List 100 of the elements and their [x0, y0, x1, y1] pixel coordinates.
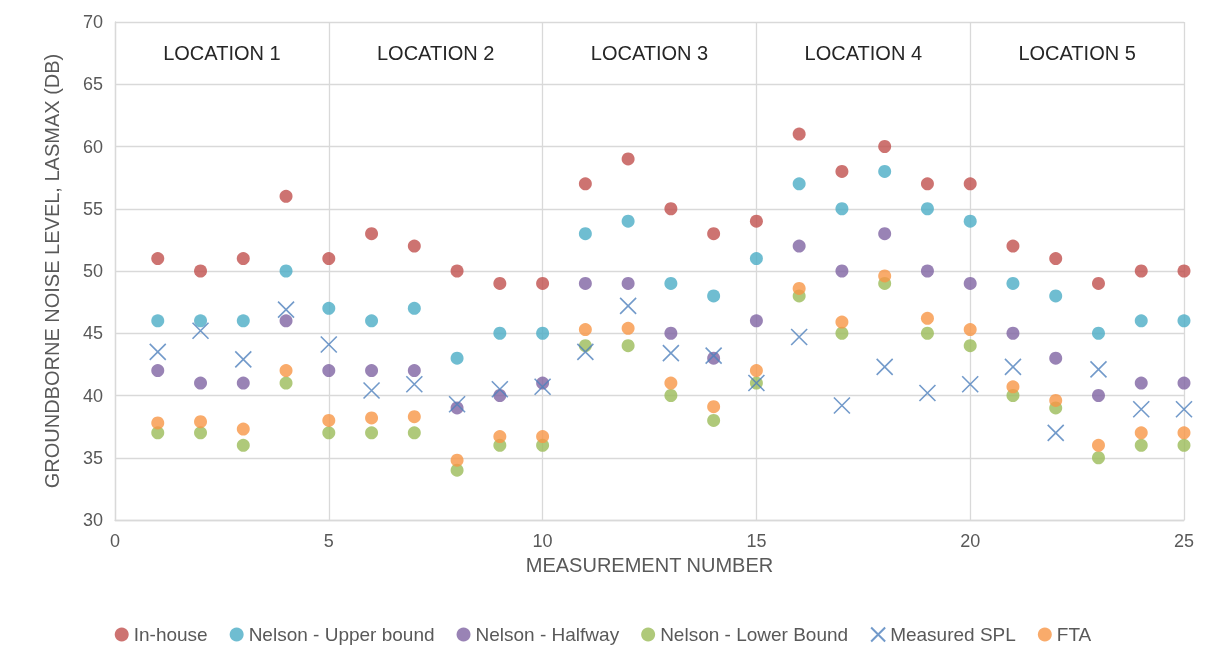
point — [365, 411, 379, 425]
y-axis-title: GROUNDBORNE NOISE LEVEL, LASMAX (DB) — [41, 53, 63, 489]
point — [407, 364, 421, 378]
point — [792, 281, 806, 295]
point — [833, 396, 851, 415]
point — [405, 375, 424, 394]
point — [920, 311, 934, 325]
point — [279, 314, 293, 328]
point — [1006, 326, 1020, 340]
point — [875, 358, 894, 376]
point — [578, 227, 592, 241]
x-tick-label: 20 — [960, 531, 981, 551]
x-axis-title: MEASUREMENT NUMBER — [525, 553, 774, 576]
point — [279, 264, 293, 278]
point — [878, 227, 892, 241]
point — [920, 264, 934, 278]
point — [621, 214, 635, 228]
annotation: LOCATION 1 — [163, 42, 281, 65]
point — [1175, 400, 1193, 418]
point — [1177, 314, 1191, 328]
point — [878, 140, 892, 153]
point — [664, 276, 678, 290]
point — [365, 314, 379, 328]
x-tick-label: 25 — [1173, 531, 1195, 551]
y-tick-label: 65 — [82, 74, 103, 95]
point — [662, 344, 680, 362]
point — [961, 375, 979, 394]
point — [1091, 438, 1105, 452]
point — [790, 328, 808, 346]
point — [963, 323, 977, 337]
point — [322, 426, 336, 440]
point — [365, 364, 379, 378]
point — [450, 453, 464, 467]
point — [792, 127, 806, 141]
point — [1132, 400, 1151, 418]
point — [322, 301, 336, 315]
x-tick-label: 15 — [746, 531, 767, 551]
legend-label: FTA — [1056, 624, 1092, 645]
point — [194, 314, 208, 328]
point — [493, 326, 507, 340]
point — [491, 380, 509, 399]
point — [236, 438, 250, 452]
point — [194, 264, 208, 278]
y-tick-label: 40 — [82, 385, 103, 406]
y-tick-label: 55 — [82, 198, 103, 219]
point — [493, 430, 507, 444]
point — [920, 326, 934, 340]
point — [963, 214, 977, 228]
point — [664, 389, 678, 402]
point — [749, 314, 763, 328]
annotation: LOCATION 5 — [1018, 42, 1136, 65]
point — [151, 416, 165, 430]
point — [236, 376, 250, 390]
point — [664, 326, 678, 340]
point — [707, 400, 721, 414]
point — [878, 164, 892, 178]
point — [707, 413, 721, 427]
annotation: LOCATION 2 — [376, 42, 495, 65]
point — [1004, 358, 1022, 376]
point — [963, 177, 977, 191]
point — [279, 189, 293, 203]
point — [407, 239, 421, 253]
y-tick-label: 45 — [82, 323, 103, 344]
point — [1006, 380, 1020, 394]
annotation: LOCATION 4 — [804, 42, 923, 65]
legend-label: Measured SPL — [890, 624, 1016, 645]
point — [1091, 276, 1105, 290]
point — [407, 301, 421, 315]
point — [151, 314, 165, 328]
point — [920, 202, 934, 216]
point — [963, 339, 977, 353]
point — [835, 164, 849, 178]
point — [536, 430, 550, 444]
point — [1177, 376, 1191, 390]
point — [450, 351, 464, 365]
point — [835, 264, 849, 278]
point — [704, 346, 723, 365]
point — [707, 289, 721, 303]
point — [536, 326, 550, 340]
point — [362, 381, 381, 400]
point — [1134, 264, 1148, 278]
point — [578, 323, 592, 337]
y-tick-label: 35 — [82, 447, 103, 468]
point — [878, 269, 892, 283]
point — [279, 364, 293, 378]
point — [1134, 314, 1148, 328]
point — [148, 343, 167, 361]
point — [322, 252, 336, 266]
point — [1046, 424, 1065, 442]
y-tick-label: 60 — [82, 136, 103, 157]
point — [918, 384, 937, 402]
point — [365, 227, 379, 241]
point — [533, 377, 552, 396]
point — [365, 426, 379, 440]
point — [194, 415, 208, 429]
point — [1006, 239, 1020, 253]
y-tick-label: 50 — [82, 261, 103, 281]
point — [621, 152, 635, 166]
point — [1134, 426, 1148, 440]
point — [1089, 360, 1108, 379]
